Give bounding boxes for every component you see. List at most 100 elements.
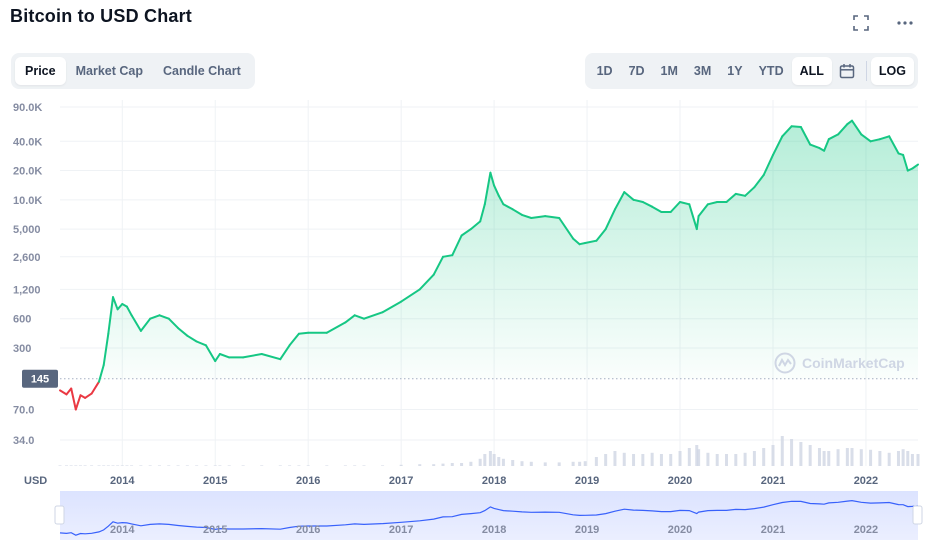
price-line-segment <box>186 334 198 343</box>
volume-bar <box>432 464 436 466</box>
volume-bar <box>139 465 143 466</box>
price-line-segment <box>846 119 853 126</box>
price-line-segment <box>493 184 500 197</box>
navigator-handle-left[interactable] <box>54 505 65 525</box>
volume-bar <box>362 465 366 466</box>
price-line-segment <box>432 255 444 276</box>
price-line-segment <box>381 300 403 314</box>
volume-bar <box>69 465 73 466</box>
range-button-all[interactable]: ALL <box>791 57 832 85</box>
volume-bar <box>697 449 701 466</box>
price-line-segment <box>483 171 492 206</box>
price-line-segment <box>121 303 128 308</box>
x-tick-label: 2015 <box>203 475 227 487</box>
price-line-segment <box>897 152 905 156</box>
price-line-segment <box>604 208 616 231</box>
price-line-segment <box>469 220 482 231</box>
volume-bar <box>808 445 812 466</box>
reference-label: 145 <box>31 374 49 386</box>
price-line-segment <box>869 138 881 143</box>
range-button-ytd[interactable]: YTD <box>758 64 784 78</box>
price-line-segment <box>888 135 900 155</box>
price-line-segment <box>489 171 496 187</box>
volume-bar <box>288 465 292 466</box>
x-tick-label: 2014 <box>110 475 135 487</box>
range-button-1m[interactable]: 1M <box>660 64 678 78</box>
coinmarketcap-logo-icon <box>774 352 796 374</box>
tab-market-cap[interactable]: Market Cap <box>75 64 143 78</box>
volume-bar <box>752 451 756 466</box>
page-title: Bitcoin to USD Chart <box>10 6 192 26</box>
volume-bar <box>571 461 575 466</box>
volume-bar <box>799 442 803 466</box>
navigator-tick-label: 2022 <box>854 524 878 536</box>
range-button-3m[interactable]: 3M <box>693 64 712 78</box>
price-line-segment <box>818 147 826 152</box>
volume-bar <box>488 451 492 466</box>
price-line-segment <box>460 228 472 237</box>
price-line-segment <box>753 174 765 189</box>
range-button-7d[interactable]: 7D <box>628 64 645 78</box>
log-scale-toggle[interactable]: LOG <box>870 57 914 85</box>
price-line-segment <box>65 387 73 396</box>
price-line-segment <box>344 314 356 324</box>
volume-bar <box>227 465 231 466</box>
volume-bar <box>622 452 626 466</box>
more-horizontal-icon[interactable] <box>896 14 914 32</box>
volume-bar <box>78 465 82 466</box>
volume-bar <box>278 465 282 466</box>
volume-bar <box>306 465 310 466</box>
price-line-segment <box>502 203 514 211</box>
price-line-segment <box>451 234 463 257</box>
price-line-segment <box>623 191 635 201</box>
price-line-segment <box>823 138 830 152</box>
price-line-segment <box>260 353 282 361</box>
volume-bar <box>260 465 264 466</box>
y-tick-label: 34.0 <box>13 435 34 447</box>
price-line-segment <box>112 296 119 311</box>
navigator: 2014 2015 2016 2017 2018 2019 2020 2021 2022 <box>54 491 923 540</box>
price-line-segment <box>418 273 435 291</box>
price-line-segment <box>595 228 607 242</box>
navigator-handle-right[interactable] <box>912 505 923 525</box>
range-button-1d[interactable]: 1D <box>596 64 613 78</box>
volume-bar <box>460 463 464 466</box>
volume-bar <box>241 465 245 466</box>
volume-bar <box>469 461 473 466</box>
volume-bar <box>604 454 608 466</box>
volume-bar <box>520 461 524 466</box>
navigator-tick-label: 2020 <box>668 524 692 536</box>
price-line-segment <box>297 331 310 335</box>
range-button-1y[interactable]: 1Y <box>727 64 743 78</box>
tab-candle-chart[interactable]: Candle Chart <box>162 64 241 78</box>
volume-bar <box>195 465 199 466</box>
volume-bar <box>715 454 719 466</box>
volume-bar <box>381 465 385 466</box>
price-line-segment <box>442 254 454 258</box>
volume-bar <box>762 448 766 466</box>
price-line-segment <box>679 201 691 206</box>
price-line-segment <box>860 133 872 143</box>
volume-bar <box>743 452 747 466</box>
volume-bar <box>157 465 161 466</box>
navigator-tick-label: 2021 <box>761 524 785 536</box>
price-line-segment <box>218 353 231 359</box>
price-line-segment <box>279 344 291 361</box>
volume-bar <box>659 454 663 466</box>
price-line-segment <box>400 288 421 303</box>
navigator-tick-label: 2014 <box>110 524 135 536</box>
volume-bar <box>213 465 217 466</box>
expand-icon[interactable] <box>852 14 870 32</box>
price-line-segment <box>130 314 142 332</box>
tab-price[interactable]: Price <box>15 57 66 85</box>
price-line-segment <box>772 135 784 156</box>
calendar-icon[interactable] <box>832 57 862 85</box>
watermark-text: CoinMarketCap <box>802 355 905 371</box>
y-tick-label: 2,600 <box>13 252 41 264</box>
price-line-segment <box>204 344 217 363</box>
navigator-tick-label: 2016 <box>296 524 320 536</box>
volume-bar <box>869 449 873 466</box>
axis-labels: 90.0K 40.0K 20.0K 10.0K 5,000 2,600 1,200 600 30… <box>13 102 878 487</box>
volume-bar <box>887 452 891 466</box>
price-line-segment <box>530 215 547 219</box>
